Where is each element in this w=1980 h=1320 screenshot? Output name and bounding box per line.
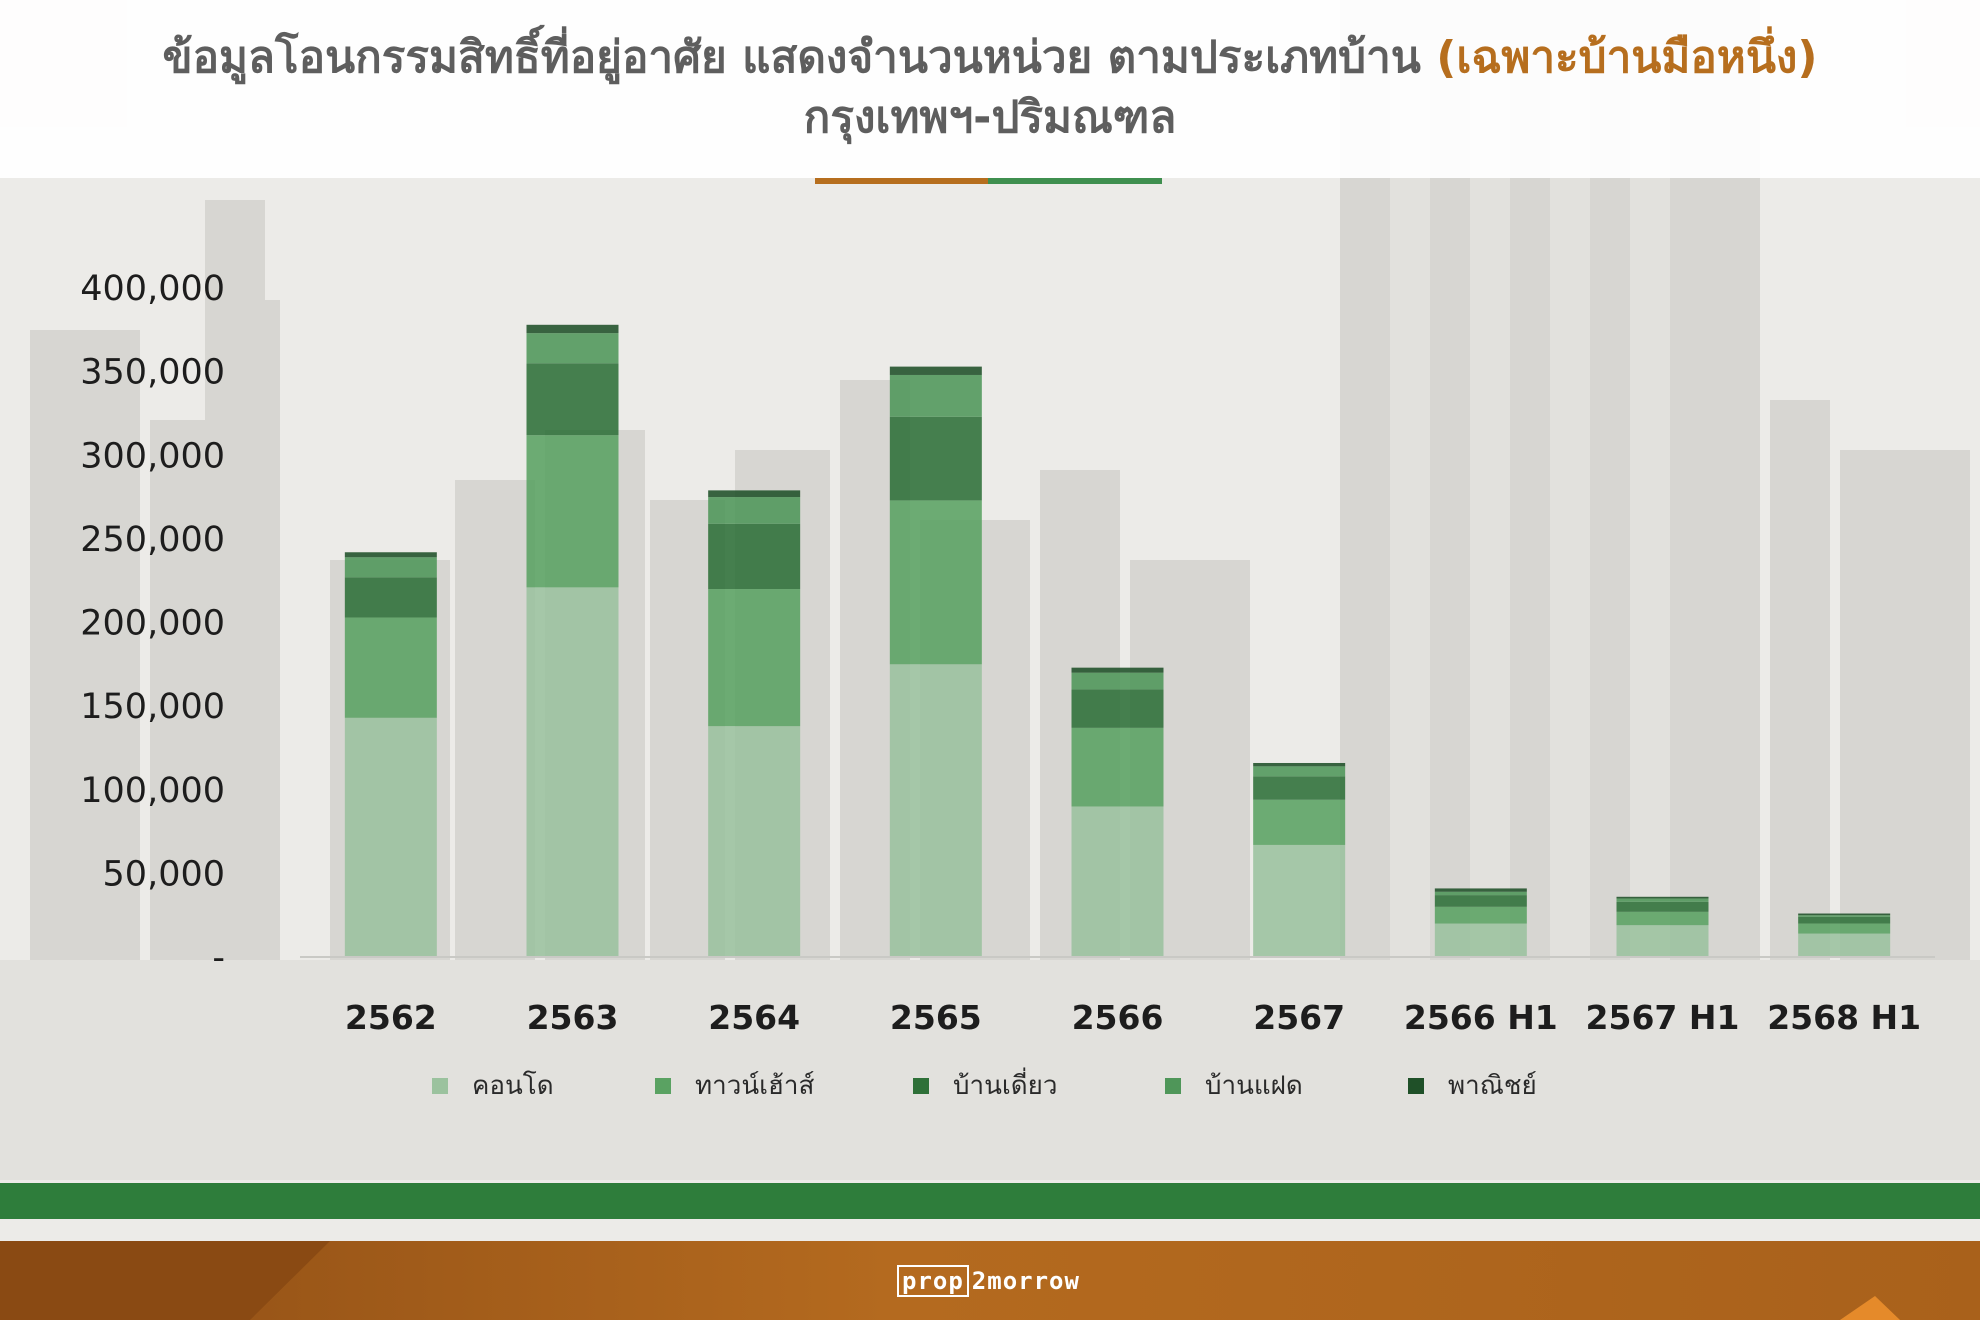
bar-segment: [344, 717, 437, 957]
legend-swatch: [913, 1078, 929, 1094]
bar-segment: [889, 366, 982, 375]
title-line-2: กรุงเทพฯ-ปริมณฑล: [803, 92, 1177, 143]
x-tick-label: 2562: [345, 998, 437, 1037]
x-tick-label: 2566 H1: [1404, 998, 1558, 1037]
bar-segment: [889, 664, 982, 957]
bar-segment: [344, 577, 437, 618]
bar-segment: [889, 416, 982, 501]
x-tick-label: 2567 H1: [1586, 998, 1740, 1037]
logo-box-text: prop: [897, 1265, 969, 1297]
bar-segment: [1253, 762, 1346, 767]
title-main: ข้อมูลโอนกรรมสิทธิ์ที่อยู่อาศัย แสดงจำนว…: [162, 32, 1421, 83]
footer-band: [0, 1241, 1980, 1320]
prop2morrow-logo: prop 2morrow: [893, 1265, 1084, 1297]
y-axis: - 50,000 100,000 150,000 200,000 250,000 300,0…: [80, 269, 225, 978]
bar-segment: [1071, 672, 1164, 690]
bar-segment: [708, 490, 801, 498]
bar-segment: [1616, 898, 1709, 902]
legend-label: บ้านเดี่ยว: [953, 1067, 1057, 1101]
bar-segment: [889, 500, 982, 665]
bar-segment: [708, 497, 801, 524]
bar-segment: [526, 435, 619, 588]
bar-segment: [1253, 766, 1346, 777]
x-tick-label: 2568 H1: [1767, 998, 1921, 1037]
y-tick-label: 200,000: [80, 604, 225, 644]
y-tick-label: 350,000: [80, 353, 225, 393]
legend-label: พาณิชย์: [1448, 1071, 1537, 1101]
x-tick-label: 2564: [708, 998, 800, 1037]
x-tick-label: 2563: [527, 998, 619, 1037]
legend-swatch: [1165, 1078, 1181, 1094]
green-stripe: [0, 1183, 1980, 1219]
bar-segment: [1434, 906, 1527, 924]
bar-segment: [526, 587, 619, 957]
legend-label: ทาวน์เฮ้าส์: [695, 1071, 814, 1101]
bar-segment: [1798, 933, 1891, 957]
y-tick-label: 300,000: [80, 436, 225, 476]
x-tick-label: 2565: [890, 998, 982, 1037]
y-tick-label: 250,000: [80, 520, 225, 560]
title-underline-orange: [815, 178, 988, 184]
y-tick-label: 400,000: [80, 269, 225, 309]
bar-segment: [526, 363, 619, 436]
bar-segment: [708, 589, 801, 727]
bar-segment: [1434, 891, 1527, 896]
bar-segment: [1616, 925, 1709, 957]
bar-segment: [1616, 911, 1709, 926]
bar-segment: [1253, 776, 1346, 800]
bar-segment: [889, 374, 982, 417]
legend-swatch: [1408, 1078, 1424, 1094]
legend-label: คอนโด: [472, 1070, 554, 1101]
title-band: [0, 0, 1980, 178]
bar-segment: [708, 726, 801, 957]
y-tick-label: 100,000: [80, 771, 225, 811]
legend: คอนโด ทาวน์เฮ้าส์ บ้านเดี่ยว บ้านแฝด พาณิชย์: [432, 1067, 1537, 1101]
bar-segment: [526, 324, 619, 334]
bar-segment: [1616, 901, 1709, 912]
bar-segment: [344, 617, 437, 718]
logo-text: 2morrow: [971, 1267, 1080, 1295]
x-tick-label: 2566: [1072, 998, 1164, 1037]
y-tick-label: 150,000: [80, 687, 225, 727]
bars: [344, 324, 1891, 957]
legend-swatch: [655, 1078, 671, 1094]
title-highlight: (เฉพาะบ้านมือหนึ่ง): [1436, 32, 1818, 83]
bar-segment: [1071, 806, 1164, 957]
legend-label: บ้านแฝด: [1205, 1071, 1303, 1101]
legend-swatch: [432, 1078, 448, 1094]
bar-segment: [1434, 888, 1527, 892]
x-tick-label: 2567: [1253, 998, 1345, 1037]
x-axis: 2562 2563 2564 2565 2566 2567 2566 H1 2567 H1 25…: [345, 998, 1921, 1037]
title-line-1: ข้อมูลโอนกรรมสิทธิ์ที่อยู่อาศัย แสดงจำนว…: [0, 28, 1980, 88]
bar-segment: [1798, 923, 1891, 934]
bar-segment: [1798, 913, 1891, 916]
bar-segment: [526, 333, 619, 364]
bar-segment: [1798, 916, 1891, 924]
chart-title: ข้อมูลโอนกรรมสิทธิ์ที่อยู่อาศัย แสดงจำนว…: [0, 28, 1980, 148]
bar-segment: [1434, 923, 1527, 957]
y-tick-label: 50,000: [103, 854, 225, 894]
bar-segment: [1434, 895, 1527, 907]
title-underline-green: [988, 178, 1162, 184]
bar-segment: [1071, 689, 1164, 728]
bar-segment: [1253, 799, 1346, 845]
bar-segment: [344, 552, 437, 558]
stacked-bar-chart: - 50,000 100,000 150,000 200,000 250,000 300,0…: [80, 269, 1935, 1101]
bar-segment: [344, 557, 437, 578]
footer-decoration: [0, 1241, 1900, 1320]
y-tick-label: -: [212, 938, 225, 978]
bar-segment: [1071, 667, 1164, 673]
bar-segment: [1071, 727, 1164, 807]
bar-segment: [1616, 896, 1709, 899]
bar-segment: [708, 523, 801, 590]
bar-segment: [1253, 844, 1346, 957]
bar-segment: [1798, 915, 1891, 917]
